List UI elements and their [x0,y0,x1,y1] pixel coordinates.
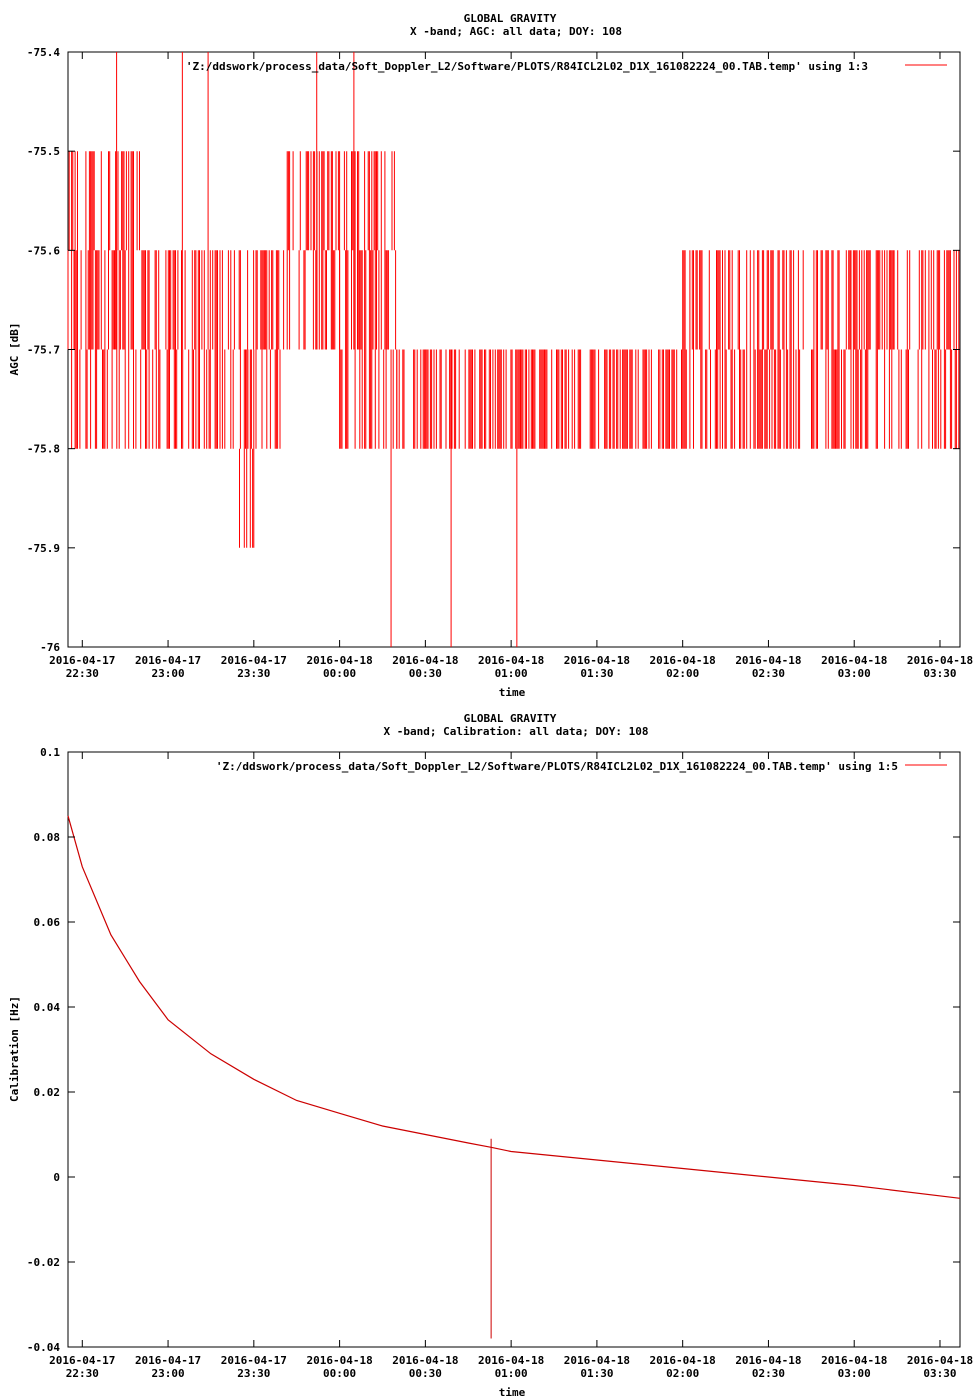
agc-segment [140,250,281,449]
y-tick-label: 0.1 [40,746,60,759]
y-axis-ticks: -75.4 -75.5 -75.6 -75.7 -75.8 -75.9 -76 [27,46,960,654]
x-tick-time: 00:30 [409,667,442,680]
x-tick-date: 2016-04-18 [478,654,544,667]
x-tick-date: 2016-04-18 [478,1354,544,1367]
agc-segment [396,349,684,449]
legend-label: 'Z:/ddswork/process_data/Soft_Doppler_L2… [186,60,868,73]
agc-plot-area [67,51,961,648]
x-tick-time: 03:00 [838,667,871,680]
x-tick-time: 03:00 [838,1367,871,1380]
y-axis-label: Calibration [Hz] [8,996,21,1102]
x-tick-time: 00:30 [409,1367,442,1380]
x-tick-date: 2016-04-18 [564,1354,630,1367]
y-tick-label: -76 [40,641,60,654]
x-tick-date: 2016-04-18 [735,654,801,667]
y-tick-label: -75.7 [27,344,60,357]
x-tick-time: 03:30 [923,1367,956,1380]
y-tick-label: -75.6 [27,244,60,257]
agc-segment [239,349,255,548]
x-tick-time: 00:00 [323,667,356,680]
x-tick-date: 2016-04-17 [49,1354,115,1367]
chart-subtitle: X -band; Calibration: all data; DOY: 108 [384,725,649,738]
x-tick-time: 02:30 [752,667,785,680]
x-tick-date: 2016-04-18 [392,1354,458,1367]
x-tick-date: 2016-04-18 [306,654,372,667]
y-tick-label: -0.02 [27,1256,60,1269]
x-tick-date: 2016-04-18 [564,654,630,667]
y-tick-label: -75.9 [27,542,60,555]
agc-segment [769,250,960,449]
agc-segment [339,151,398,449]
y-axis-ticks: 0.1 0.08 0.06 0.04 0.02 0 -0.02 -0.04 [27,746,960,1354]
x-tick-date: 2016-04-18 [821,654,887,667]
x-axis-label: time [499,1386,526,1399]
x-tick-time: 00:00 [323,1367,356,1380]
x-tick-time: 23:00 [151,667,184,680]
x-axis-ticks: 2016-04-1722:302016-04-1723:002016-04-17… [49,752,973,1380]
y-tick-label: 0.04 [34,1001,61,1014]
x-tick-time: 02:00 [666,1367,699,1380]
x-tick-time: 22:30 [66,1367,99,1380]
x-tick-time: 23:30 [237,667,270,680]
x-tick-time: 01:00 [495,1367,528,1380]
x-tick-date: 2016-04-18 [735,1354,801,1367]
agc-segment [682,250,769,449]
x-tick-time: 03:30 [923,667,956,680]
x-tick-date: 2016-04-18 [392,654,458,667]
calibration-line [67,815,961,1199]
x-tick-time: 01:30 [580,1367,613,1380]
x-tick-date: 2016-04-17 [135,654,201,667]
y-tick-label: -75.8 [27,443,60,456]
y-tick-label: 0.02 [34,1086,61,1099]
x-tick-time: 22:30 [66,667,99,680]
legend-label: 'Z:/ddswork/process_data/Soft_Doppler_L2… [216,760,898,773]
calibration-chart: GLOBAL GRAVITY X -band; Calibration: all… [8,712,973,1399]
agc-segment [67,151,140,449]
agc-series [67,52,960,647]
agc-chart: GLOBAL GRAVITY X -band; AGC: all data; D… [8,12,973,699]
x-tick-time: 02:30 [752,1367,785,1380]
x-tick-date: 2016-04-18 [306,1354,372,1367]
chart-subtitle: X -band; AGC: all data; DOY: 108 [410,25,622,38]
x-axis-ticks: 2016-04-1722:302016-04-1723:002016-04-17… [49,52,973,680]
x-tick-date: 2016-04-18 [907,1354,973,1367]
x-tick-time: 23:30 [237,1367,270,1380]
x-tick-time: 23:00 [151,1367,184,1380]
y-tick-label: 0 [53,1171,60,1184]
x-tick-time: 01:00 [495,667,528,680]
y-tick-label: -75.5 [27,145,60,158]
calibration-plot-area [67,751,961,1348]
plot-frame [67,751,961,1348]
x-tick-time: 02:00 [666,667,699,680]
x-tick-date: 2016-04-18 [650,654,716,667]
x-tick-date: 2016-04-17 [135,1354,201,1367]
x-tick-date: 2016-04-17 [49,654,115,667]
y-tick-label: 0.06 [34,916,61,929]
y-tick-label: 0.08 [34,831,61,844]
y-axis-label: AGC [dB] [8,323,21,376]
x-axis-label: time [499,686,526,699]
x-tick-date: 2016-04-18 [821,1354,887,1367]
agc-segment [283,151,341,350]
chart-title: GLOBAL GRAVITY [464,712,557,725]
chart-title: GLOBAL GRAVITY [464,12,557,25]
x-tick-date: 2016-04-18 [650,1354,716,1367]
x-tick-time: 01:30 [580,667,613,680]
x-tick-date: 2016-04-18 [907,654,973,667]
y-tick-label: -75.4 [27,46,60,59]
x-tick-date: 2016-04-17 [221,654,287,667]
y-tick-label: -0.04 [27,1341,60,1354]
x-tick-date: 2016-04-17 [221,1354,287,1367]
